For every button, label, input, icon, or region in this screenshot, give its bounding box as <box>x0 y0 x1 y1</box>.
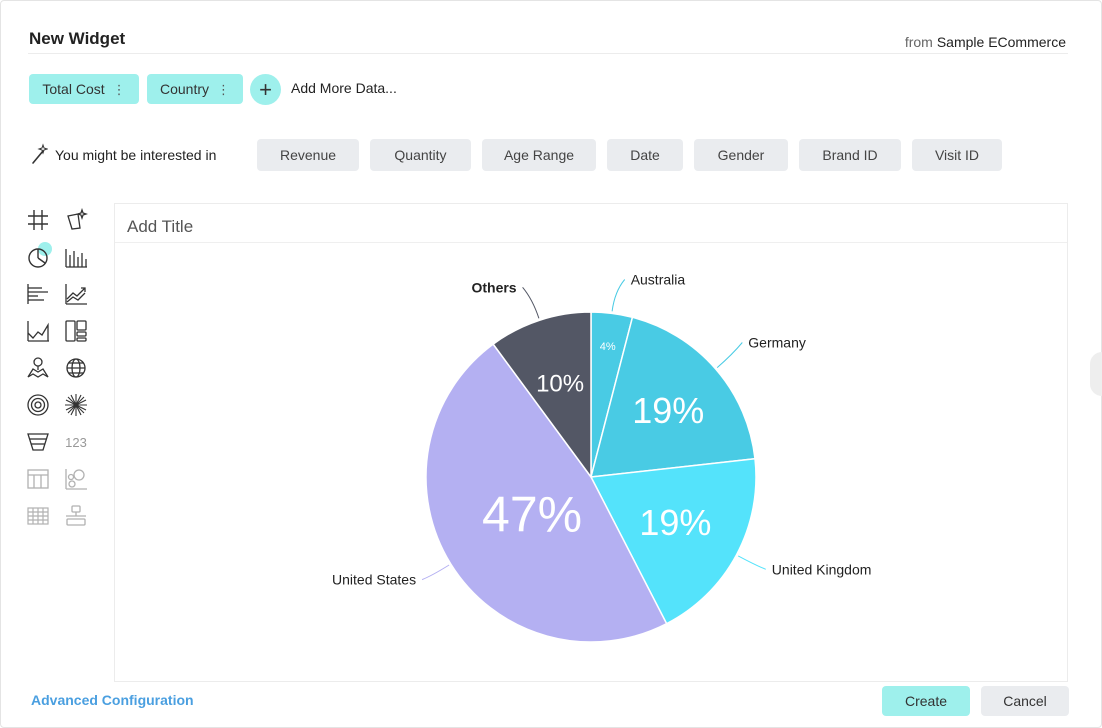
slice-category-label: United Kingdom <box>772 561 872 577</box>
data-pill-label: Total Cost <box>42 81 105 97</box>
bubble-chart-icon[interactable] <box>62 465 90 493</box>
line-chart-icon[interactable] <box>62 280 90 308</box>
add-title-field[interactable]: Add Title <box>127 217 194 236</box>
leader-line <box>611 279 626 312</box>
suggestion-quantity[interactable]: Quantity <box>370 139 471 171</box>
data-pill-country[interactable]: Country ⋮ <box>147 74 243 104</box>
suggestion-brand-id[interactable]: Brand ID <box>799 139 901 171</box>
suggestions-intro: You might be interested in <box>55 147 217 163</box>
pie-chart: 4% 19% 19% 47% 10% Australia Germany United Ki… <box>332 272 872 643</box>
leader-line <box>522 286 540 319</box>
scatter-burst-icon[interactable] <box>62 391 90 419</box>
widget-title: New Widget <box>29 29 126 48</box>
pie-slice[interactable] <box>589 457 757 625</box>
slice-value-label: 10% <box>536 371 584 398</box>
horizontal-bar-icon[interactable] <box>24 280 52 308</box>
slice-value-label: 47% <box>482 487 582 543</box>
number-indicator-icon[interactable]: 123 <box>62 428 90 456</box>
datasource-label[interactable]: from Sample ECommerce <box>905 34 1066 50</box>
suggestion-visit-id[interactable]: Visit ID <box>912 139 1002 171</box>
magic-wand-icon <box>32 143 48 164</box>
more-options-icon[interactable]: ⋮ <box>112 81 126 97</box>
suggestion-date[interactable]: Date <box>607 139 683 171</box>
heatmap-grid-icon[interactable] <box>24 502 52 530</box>
pie-slice[interactable] <box>590 316 756 478</box>
more-options-icon[interactable]: ⋮ <box>217 81 231 97</box>
data-pill-total-cost[interactable]: Total Cost ⋮ <box>29 74 139 104</box>
slice-value-label: 4% <box>600 341 616 353</box>
suggestion-revenue[interactable]: Revenue <box>257 139 359 171</box>
add-more-data-link[interactable]: Add More Data... <box>291 80 397 96</box>
cancel-button[interactable]: Cancel <box>981 686 1069 716</box>
panel-title-divider <box>115 242 1067 243</box>
slice-category-label: Germany <box>748 335 806 351</box>
dashboard-layout-icon[interactable] <box>62 317 90 345</box>
suggestion-gender[interactable]: Gender <box>694 139 788 171</box>
pie-chart-icon[interactable] <box>24 242 52 271</box>
map-pin-icon[interactable] <box>24 354 52 382</box>
pie-slice[interactable] <box>425 343 668 643</box>
suggestion-age-range[interactable]: Age Range <box>482 139 596 171</box>
pie-slice[interactable] <box>492 311 592 480</box>
advanced-configuration-link[interactable]: Advanced Configuration <box>31 692 194 708</box>
datasource-name[interactable]: Sample ECommerce <box>936 34 1066 50</box>
number-indicator-label: 123 <box>65 434 87 450</box>
area-chart-icon[interactable] <box>24 317 52 345</box>
leader-line <box>737 555 766 570</box>
slice-category-label: Others <box>471 279 516 295</box>
side-panel-handle[interactable] <box>1090 352 1102 396</box>
add-data-button[interactable]: + <box>250 74 281 105</box>
funnel-icon[interactable] <box>24 428 52 456</box>
create-button[interactable]: Create <box>882 686 970 716</box>
from-label: from <box>904 34 933 50</box>
chart-preview-panel: Add Title 4% 19% 19% 47% 10% Australia German… <box>114 203 1068 682</box>
indicator-sparkle-icon[interactable] <box>62 206 90 234</box>
data-pill-label: Country <box>159 81 210 97</box>
leader-line <box>716 342 743 368</box>
slice-category-label: United States <box>332 572 416 588</box>
sunburst-icon[interactable] <box>24 391 52 419</box>
table-grid-icon[interactable] <box>24 206 52 234</box>
boxplot-icon[interactable] <box>62 502 90 530</box>
globe-icon[interactable] <box>62 354 90 382</box>
slice-value-label: 19% <box>639 502 711 543</box>
bar-chart-icon[interactable] <box>62 243 90 271</box>
slice-value-label: 19% <box>632 390 704 431</box>
leader-line <box>421 564 450 581</box>
pivot-table-icon[interactable] <box>24 465 52 493</box>
slice-category-label: Australia <box>631 272 686 288</box>
header-divider <box>28 53 1068 54</box>
